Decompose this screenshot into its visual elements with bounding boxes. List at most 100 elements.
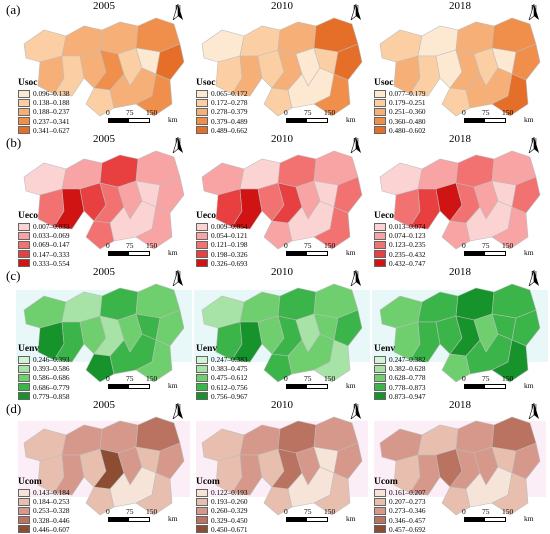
legend-range: 0.253–0.328 <box>33 506 70 516</box>
north-arrow-dark <box>178 137 183 153</box>
legend-item: 0.873–0.947 <box>374 392 425 401</box>
scale-segment <box>484 118 506 123</box>
scale-bar: 0 75 150 km <box>462 108 536 126</box>
scale-bar: 0 75 150 km <box>106 507 180 525</box>
legend-range: 0.873–0.947 <box>389 391 426 401</box>
map-region <box>441 220 471 250</box>
scale-segment <box>286 251 308 256</box>
legend-item: 0.251–0.360 <box>374 107 425 116</box>
row-label: (a) <box>6 2 21 17</box>
map-region <box>313 206 351 250</box>
legend-title: Uenv <box>18 344 40 354</box>
north-arrow-icon <box>172 403 183 419</box>
map-region <box>491 472 529 516</box>
legend-item: 0.328–0.446 <box>18 516 69 525</box>
scale-label: 75 <box>304 241 312 250</box>
north-arrow-icon <box>350 4 361 20</box>
legend-swatch <box>196 374 208 382</box>
legend-range: 0.179–0.251 <box>389 98 426 108</box>
legend-range: 0.778–0.873 <box>389 382 426 392</box>
legend-item: 0.278–0.379 <box>196 107 247 116</box>
panel-year: 2018 <box>449 133 471 145</box>
scale-label: 0 <box>462 108 466 117</box>
legend-item: 0.198–0.326 <box>196 250 247 259</box>
legend-swatch <box>18 507 30 515</box>
scale-label: 150 <box>146 108 158 117</box>
scale-unit: km <box>168 514 178 523</box>
map-legend: Ucom 0.143–0.184 0.184–0.253 0.253–0.328 0.3… <box>18 477 69 534</box>
scale-segment <box>464 251 486 256</box>
panel-year: 2010 <box>271 0 293 12</box>
legend-item: 0.346–0.457 <box>374 516 425 525</box>
scale-label: 75 <box>126 507 134 516</box>
scale-bar: 0 75 150 km <box>284 241 358 259</box>
legend-title: Ucom <box>374 477 398 487</box>
legend-item: 0.326–0.693 <box>196 259 247 268</box>
legend-range: 0.069–0.147 <box>33 240 70 250</box>
map-legend: Uenv 0.247–0.382 0.382–0.628 0.628–0.778 0.7… <box>374 344 425 401</box>
legend-swatch <box>374 98 386 107</box>
choropleth-map <box>379 17 541 117</box>
legend-range: 0.586–0.686 <box>33 373 70 383</box>
map-region <box>333 43 363 81</box>
legend-range: 0.121–0.198 <box>211 240 248 250</box>
scale-label: 0 <box>462 507 466 516</box>
legend-item: 0.237–0.341 <box>18 117 69 126</box>
scale-label: 75 <box>482 241 490 250</box>
legend-range: 0.138–0.188 <box>33 98 70 108</box>
legend-swatch <box>374 117 386 126</box>
north-arrow-light <box>172 403 179 419</box>
scale-unit: km <box>524 381 534 390</box>
legend-range: 0.122–0.193 <box>211 488 248 497</box>
legend-range: 0.054–0.121 <box>211 231 248 241</box>
scale-segment <box>484 251 506 256</box>
choropleth-map <box>372 283 548 383</box>
map-region <box>333 442 363 480</box>
map-panel: 2005 N Uenv0.246–0.3930.393–0.5860.586–0.6… <box>14 266 194 401</box>
legend-swatch <box>18 231 30 240</box>
legend-range: 0.383–0.475 <box>211 364 248 374</box>
north-arrow-light <box>350 4 357 20</box>
legend-item: 0.179–0.251 <box>374 98 425 107</box>
choropleth-map <box>196 416 368 516</box>
north-arrow-dark <box>534 270 539 286</box>
scale-label: 75 <box>304 374 312 383</box>
legend-swatch <box>374 392 386 401</box>
map-region <box>441 87 471 117</box>
legend-item: 0.686–0.779 <box>18 383 69 392</box>
legend-swatch <box>196 355 208 364</box>
map-region <box>333 309 363 347</box>
legend-swatch <box>18 364 30 373</box>
scale-unit: km <box>346 514 356 523</box>
legend-title: Uenv <box>374 344 396 354</box>
legend-range: 0.009–0.054 <box>211 222 248 231</box>
legend-range: 0.077–0.179 <box>389 89 426 98</box>
legend-swatch <box>196 507 208 515</box>
legend-swatch <box>374 488 386 497</box>
north-arrow-icon <box>172 137 183 153</box>
legend-swatch <box>374 374 386 382</box>
north-arrow-dark <box>178 4 183 20</box>
legend-swatch <box>196 108 208 116</box>
legend-item: 0.147–0.333 <box>18 250 69 259</box>
scale-label: 150 <box>324 374 336 383</box>
scale-label: 0 <box>106 507 110 516</box>
legend-swatch <box>196 231 208 240</box>
legend-swatch <box>18 516 30 525</box>
legend-title: Ueco <box>374 211 395 221</box>
legend-swatch <box>18 241 30 249</box>
north-arrow-icon <box>528 4 539 20</box>
legend-range: 0.612–0.756 <box>211 382 248 392</box>
scale-segment <box>464 517 486 522</box>
scale-segment <box>128 517 150 522</box>
map-region <box>263 220 293 250</box>
north-arrow: N <box>350 403 362 419</box>
scale-segment <box>306 517 328 522</box>
legend-item: 0.096–0.138 <box>18 89 69 98</box>
legend-title: Ueco <box>196 211 217 221</box>
choropleth-map <box>16 283 192 383</box>
legend-swatch <box>196 383 208 392</box>
scale-unit: km <box>524 248 534 257</box>
legend-item: 0.172–0.278 <box>196 98 247 107</box>
scale-bar: 0 75 150 km <box>284 507 358 525</box>
